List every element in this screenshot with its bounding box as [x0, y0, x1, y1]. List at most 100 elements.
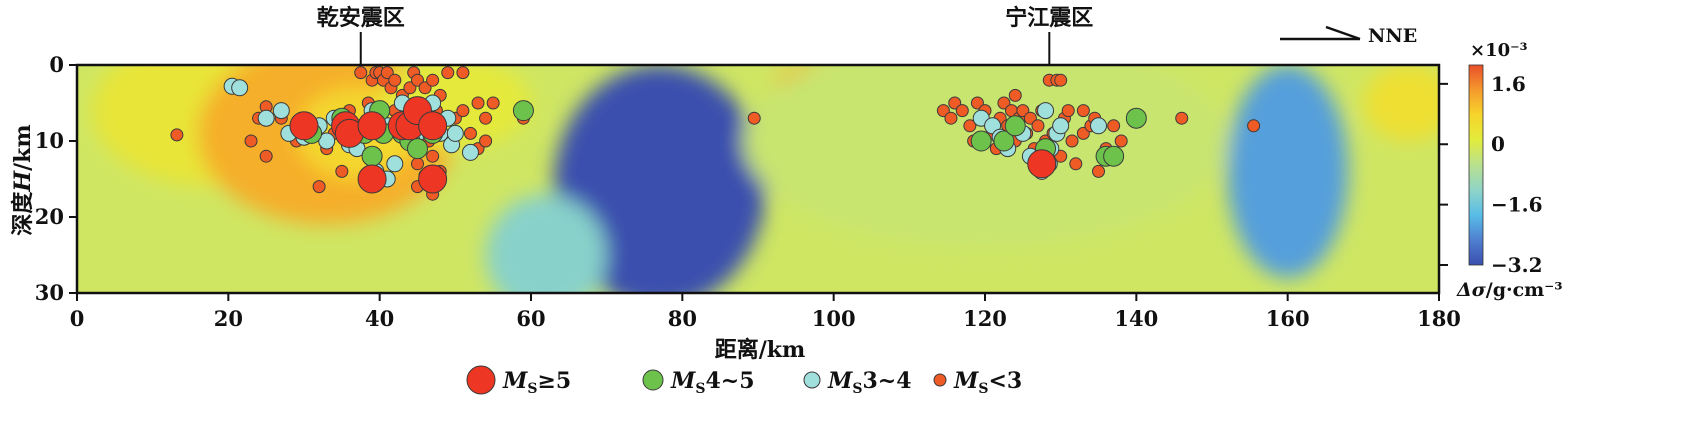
point-ms34-38: [1037, 102, 1055, 120]
point-ms3-15: [354, 66, 368, 80]
colorbar-unit-label: Δσ/g·cm⁻³: [1456, 279, 1563, 301]
y-axis-label-prefix: 深度: [10, 191, 36, 236]
legend-label-ms5: MS≥5: [502, 368, 571, 397]
legend-marker-ms3: [933, 373, 947, 387]
point-ms3-48: [471, 96, 485, 110]
y-tick-label-0: 0: [49, 52, 64, 77]
x-tick-label-7: 140: [1114, 306, 1158, 331]
point-ms5-3: [357, 111, 387, 141]
colorbar-tick-label-2: −1.6: [1491, 193, 1543, 217]
zone-label-1: 宁江震区: [1005, 5, 1093, 31]
legend-item-ms45: MS4~5: [642, 368, 755, 397]
point-ms3-11: [312, 180, 326, 194]
point-ms3-45: [456, 66, 470, 80]
x-tick-label-6: 120: [963, 306, 1007, 331]
point-ms3-94: [1092, 164, 1105, 178]
point-ms3-34: [426, 73, 440, 87]
point-ms3-87: [1061, 104, 1075, 118]
point-ms45-17: [1103, 145, 1125, 167]
point-ms3-58: [955, 104, 969, 118]
x-tick-label-9: 180: [1417, 306, 1461, 331]
point-ms3-70: [1008, 88, 1022, 102]
zone-label-0: 乾安震区: [317, 5, 405, 31]
colorbar-exponent: ×10⁻³: [1470, 40, 1528, 61]
y-tick-label-2: 20: [35, 204, 64, 229]
point-ms34-29: [461, 143, 479, 161]
point-ms45-3: [361, 145, 383, 167]
field-blob-9: [1363, 65, 1439, 141]
point-ms3-12: [335, 164, 349, 178]
point-ms3-56: [944, 111, 958, 125]
legend-marker-ms45: [642, 369, 664, 391]
legend-label-ms34: MS3~4: [827, 368, 912, 397]
point-ms3-59: [963, 119, 977, 133]
x-tick-label-5: 100: [812, 306, 856, 331]
colorbar-gradient: [1468, 64, 1484, 266]
point-ms3-51: [479, 134, 493, 148]
colorbar-tick-label-0: 1.6: [1491, 72, 1526, 96]
point-ms5-8: [418, 111, 448, 141]
point-ms5-4: [357, 164, 387, 194]
point-ms34-1: [231, 79, 249, 97]
point-ms45-11: [512, 100, 534, 122]
direction-arrow-head: [1325, 25, 1361, 41]
point-ms34-2: [257, 109, 275, 127]
legend-item-ms5: MS≥5: [466, 365, 571, 397]
legend-marker-ms5: [466, 365, 496, 395]
point-ms3-1: [244, 134, 258, 148]
x-axis: 0 20 40 60 80 100 120 140 160 180: [70, 293, 1461, 331]
y-tick-label-1: 10: [35, 128, 64, 153]
colorbar-ticks: 1.6 0 −1.6 −3.2: [1439, 72, 1543, 277]
point-ms34-28: [446, 124, 464, 142]
colorbar: ×10⁻³ 1.6 0 −1.6 −3.2 Δσ/g·cm⁻³: [1439, 40, 1563, 301]
point-ms3-43: [441, 66, 455, 80]
point-ms34-19: [386, 155, 404, 173]
point-ms3-52: [486, 96, 500, 110]
point-ms45-13: [993, 130, 1015, 152]
point-ms3-88: [1065, 134, 1079, 148]
field-blob-4: [553, 65, 766, 293]
earthquake-points: [170, 66, 1261, 201]
point-ms3-84: [1054, 73, 1068, 87]
zone-labels: 乾安震区 宁江震区: [317, 5, 1093, 65]
point-ms5-10: [1027, 149, 1057, 179]
legend: MS≥5 MS4~5 MS3~4 MS<3: [466, 365, 1022, 397]
point-ms5-9: [418, 164, 448, 194]
legend-marker-ms34: [803, 371, 821, 389]
point-ms3-90: [1076, 104, 1090, 118]
point-ms3-24: [388, 73, 402, 87]
field-blob-8: [1227, 65, 1349, 278]
x-tick-label-1: 20: [214, 306, 243, 331]
point-ms3-96: [1107, 119, 1121, 133]
point-ms45-14: [1004, 115, 1026, 137]
point-ms3-4: [259, 149, 273, 163]
colorbar-unit-var: Δσ: [1456, 279, 1487, 301]
colorbar-tick-label-1: 0: [1491, 132, 1505, 156]
legend-label-ms45: MS4~5: [670, 368, 755, 397]
point-ms3-98: [1175, 111, 1189, 125]
point-ms3-97: [1114, 134, 1128, 148]
colorbar-unit-text: /g·cm⁻³: [1486, 279, 1563, 301]
point-ms3-46: [456, 104, 470, 118]
y-tick-label-3: 30: [35, 280, 64, 305]
direction-indicator: NNE: [1280, 25, 1417, 47]
y-axis-label-var: H: [10, 170, 36, 193]
point-ms45-8: [407, 138, 428, 160]
point-ms3-78: [1031, 119, 1045, 133]
x-tick-label-3: 60: [516, 306, 545, 331]
point-ms3-35: [426, 149, 440, 163]
x-tick-label-0: 0: [70, 306, 85, 331]
point-ms3-0: [170, 128, 184, 142]
legend-label-ms3: MS<3: [953, 368, 1022, 397]
legend-item-ms3: MS<3: [933, 368, 1022, 397]
y-axis-label-suffix: /km: [10, 124, 36, 171]
density-contour-field: [77, 65, 1439, 293]
point-ms3-54: [747, 111, 761, 125]
point-ms45-18: [1125, 107, 1147, 129]
point-ms3-99: [1247, 119, 1261, 133]
point-ms3-50: [479, 111, 493, 125]
x-axis-label: 距离/km: [715, 337, 806, 363]
point-ms45-12: [970, 130, 992, 152]
point-ms5-0: [289, 111, 319, 141]
